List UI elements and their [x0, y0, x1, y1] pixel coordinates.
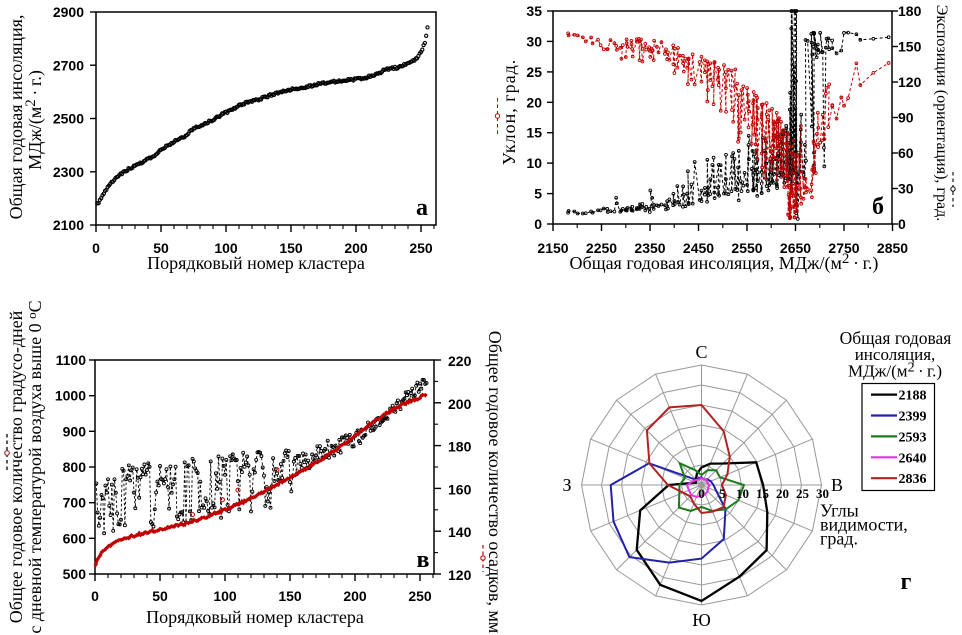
- svg-text:Ю: Ю: [692, 610, 711, 630]
- svg-text:МДж/(м2 · г.): МДж/(м2 · г.): [848, 361, 942, 381]
- svg-text:120: 120: [448, 567, 472, 583]
- svg-text:Общая годовая инсоляция,: Общая годовая инсоляция,: [6, 15, 26, 220]
- svg-text:160: 160: [448, 481, 472, 497]
- svg-text:2750: 2750: [828, 240, 859, 256]
- svg-text:100: 100: [213, 588, 237, 604]
- svg-text:150: 150: [278, 588, 302, 604]
- svg-text:З: З: [562, 475, 571, 495]
- svg-text:б: б: [872, 194, 884, 220]
- svg-text:30: 30: [526, 33, 542, 49]
- svg-text:г: г: [901, 569, 912, 595]
- svg-text:0: 0: [898, 216, 906, 232]
- svg-text:100: 100: [214, 240, 238, 256]
- svg-text:25: 25: [796, 486, 810, 501]
- svg-text:10: 10: [736, 486, 749, 501]
- svg-text:120: 120: [898, 74, 922, 90]
- svg-text:2350: 2350: [634, 240, 665, 256]
- svg-text:Общее годовое количество осадк: Общее годовое количество осадков, мм: [485, 331, 505, 634]
- svg-text:2550: 2550: [731, 240, 762, 256]
- svg-text:2593: 2593: [899, 430, 927, 445]
- svg-text:2836: 2836: [899, 472, 927, 487]
- svg-text:15: 15: [526, 125, 542, 141]
- svg-text:5: 5: [534, 186, 542, 202]
- svg-text:220: 220: [448, 353, 472, 369]
- svg-text:Порядковый номер кластера: Порядковый номер кластера: [146, 607, 364, 627]
- svg-text:Общая годовая инсоляция, МДж/(: Общая годовая инсоляция, МДж/(м2 · г.): [570, 251, 879, 274]
- svg-text:60: 60: [898, 145, 914, 161]
- svg-text:Общее годовое количество граду: Общее годовое количество градусо-дней: [6, 310, 26, 623]
- svg-text:30: 30: [816, 486, 829, 501]
- svg-text:250: 250: [408, 588, 432, 604]
- svg-text:С: С: [695, 342, 707, 362]
- svg-text:0: 0: [698, 486, 705, 501]
- svg-text:150: 150: [898, 39, 922, 55]
- svg-text:200: 200: [344, 240, 368, 256]
- svg-text:град.: град.: [820, 529, 858, 549]
- svg-text:Уклон, град.: Уклон, град.: [499, 59, 519, 166]
- svg-text:2850: 2850: [877, 240, 908, 256]
- svg-text:200: 200: [343, 588, 367, 604]
- svg-text:200: 200: [448, 396, 472, 412]
- svg-text:2250: 2250: [586, 240, 617, 256]
- svg-text:2150: 2150: [537, 240, 568, 256]
- svg-text:700: 700: [63, 495, 87, 511]
- svg-text:с дневной температурой воздуха: с дневной температурой воздуха выше 0 оС: [24, 300, 45, 633]
- svg-text:1000: 1000: [55, 388, 86, 404]
- svg-text:0: 0: [534, 216, 542, 232]
- svg-text:250: 250: [409, 240, 433, 256]
- svg-text:Экспозиция (ориентация), град.: Экспозиция (ориентация), град.: [933, 5, 950, 221]
- svg-text:2700: 2700: [53, 57, 84, 73]
- svg-text:2100: 2100: [53, 217, 84, 233]
- svg-text:25: 25: [526, 64, 542, 80]
- svg-text:2500: 2500: [53, 111, 84, 127]
- svg-text:20: 20: [526, 94, 542, 110]
- svg-text:50: 50: [153, 240, 169, 256]
- svg-text:2900: 2900: [53, 4, 84, 20]
- svg-text:900: 900: [63, 423, 87, 439]
- svg-text:0: 0: [91, 588, 99, 604]
- svg-text:а: а: [416, 195, 428, 221]
- svg-text:Общая годовая: Общая годовая: [840, 328, 952, 348]
- svg-text:0: 0: [92, 240, 100, 256]
- svg-text:МДж/(м2 · г.): МДж/(м2 · г.): [23, 70, 46, 170]
- svg-text:600: 600: [63, 530, 87, 546]
- svg-text:Углы: Углы: [820, 501, 859, 521]
- svg-text:2399: 2399: [899, 410, 927, 425]
- svg-text:800: 800: [63, 459, 87, 475]
- svg-text:2450: 2450: [683, 240, 714, 256]
- svg-text:500: 500: [63, 566, 87, 582]
- svg-text:2650: 2650: [780, 240, 811, 256]
- svg-text:инсоляция,: инсоляция,: [855, 345, 936, 364]
- svg-text:2640: 2640: [899, 451, 927, 466]
- svg-text:20: 20: [776, 486, 789, 501]
- svg-text:2188: 2188: [899, 389, 927, 404]
- svg-text:180: 180: [448, 439, 472, 455]
- svg-text:30: 30: [898, 181, 914, 197]
- svg-text:90: 90: [898, 110, 914, 126]
- svg-text:180: 180: [898, 3, 922, 19]
- svg-text:50: 50: [152, 588, 168, 604]
- svg-text:5: 5: [719, 486, 726, 501]
- svg-text:140: 140: [448, 524, 472, 540]
- svg-text:1100: 1100: [56, 352, 87, 368]
- svg-text:2300: 2300: [53, 164, 84, 180]
- svg-text:В: В: [831, 475, 843, 495]
- svg-text:в: в: [417, 547, 430, 573]
- svg-text:35: 35: [526, 3, 542, 19]
- svg-text:15: 15: [756, 486, 770, 501]
- svg-text:10: 10: [526, 155, 542, 171]
- svg-text:Порядковый номер кластера: Порядковый номер кластера: [147, 253, 365, 273]
- svg-text:150: 150: [279, 240, 303, 256]
- svg-text:видимости,: видимости,: [820, 515, 908, 535]
